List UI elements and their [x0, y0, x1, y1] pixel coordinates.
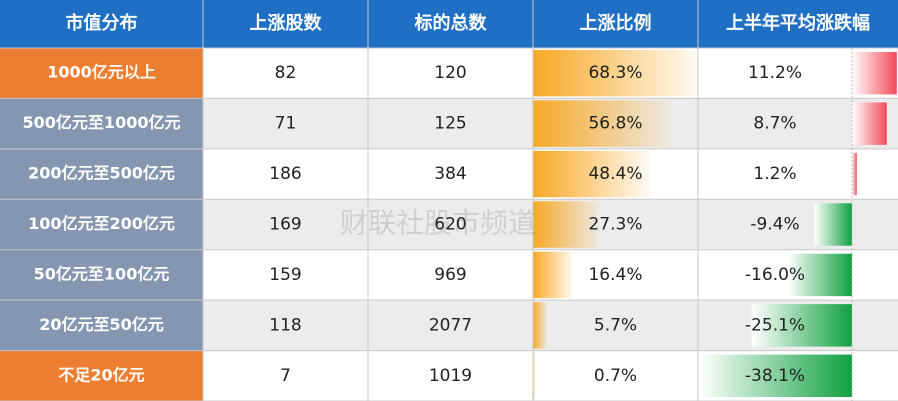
- ratio-bar: [533, 251, 573, 299]
- cell: 50亿元至100亿元: [34, 264, 170, 283]
- cell: 118: [269, 315, 301, 335]
- cell: -38.1%: [745, 366, 805, 386]
- cell: 620: [434, 215, 466, 235]
- cell: 200亿元至500亿元: [28, 164, 175, 183]
- change-bar: [814, 203, 852, 246]
- header-bg: [0, 0, 898, 48]
- cell: 169: [269, 215, 301, 235]
- cell: 384: [434, 164, 466, 184]
- cell: 不足20亿元: [58, 365, 144, 384]
- category-bg: [0, 300, 203, 351]
- change-bar: [852, 102, 887, 145]
- ratio-bar: [533, 302, 547, 349]
- cell: 125: [434, 114, 466, 134]
- ratio-bar: [533, 100, 671, 147]
- category-bg: [0, 350, 203, 401]
- header-cell: 上涨比例: [580, 12, 652, 34]
- category-bg: [0, 98, 203, 149]
- cell: 100亿元至200亿元: [28, 214, 175, 233]
- cell: 48.4%: [588, 164, 642, 184]
- cell: 20亿元至50亿元: [39, 315, 164, 334]
- cell: -9.4%: [750, 215, 799, 235]
- ratio-bar: [533, 150, 650, 198]
- cell: 68.3%: [588, 63, 642, 83]
- cell: 8.7%: [753, 114, 796, 134]
- header-cell: 标的总数: [414, 12, 488, 34]
- change-bar: [699, 354, 852, 397]
- cell: 120: [434, 63, 466, 83]
- cell: 5.7%: [594, 315, 637, 335]
- change-bar: [751, 304, 852, 347]
- cell: 11.2%: [748, 63, 802, 83]
- cell: 71: [275, 114, 297, 134]
- cell: 7: [280, 366, 291, 386]
- cell: 82: [275, 63, 297, 83]
- cell: 186: [269, 164, 301, 184]
- category-bg: [0, 48, 203, 99]
- ratio-bar: [533, 201, 599, 248]
- cell: 1019: [429, 366, 472, 386]
- header-cell: 上半年平均涨跌幅: [726, 12, 870, 34]
- cell: 500亿元至1000亿元: [23, 113, 181, 132]
- header-cell: 上涨股数: [250, 12, 323, 34]
- ratio-bar: [533, 352, 535, 399]
- change-bar: [852, 152, 857, 196]
- cell: 1.2%: [753, 164, 796, 184]
- cell: 1000亿元以上: [47, 63, 156, 82]
- category-bg: [0, 249, 203, 301]
- cell: 56.8%: [588, 114, 642, 134]
- header-cell: 市值分布: [66, 12, 138, 34]
- cell: 2077: [429, 315, 472, 335]
- cell: -25.1%: [745, 315, 805, 335]
- cell: 159: [269, 265, 301, 285]
- change-bar: [788, 253, 852, 297]
- cell: -16.0%: [745, 265, 805, 285]
- cell: 0.7%: [594, 366, 637, 386]
- ratio-bar: [533, 50, 698, 97]
- cell: 27.3%: [588, 215, 642, 235]
- cell: 969: [434, 265, 466, 285]
- watermark: 财联社股市频道: [340, 207, 536, 240]
- change-bar: [852, 52, 897, 95]
- cell: 16.4%: [588, 265, 642, 285]
- category-bg: [0, 148, 203, 200]
- category-bg: [0, 199, 203, 250]
